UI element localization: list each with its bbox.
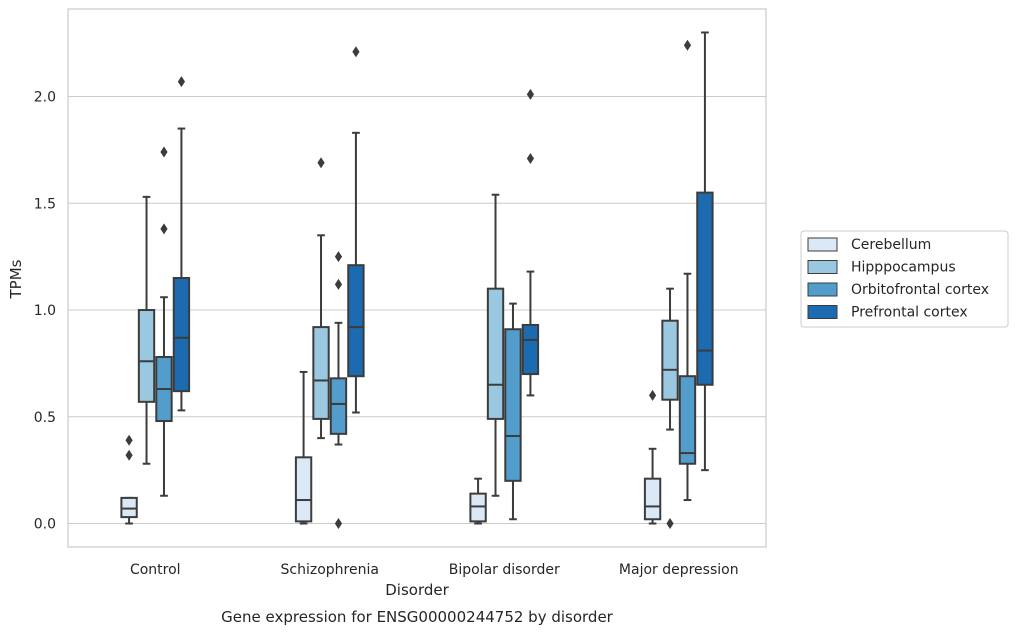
box xyxy=(312,326,330,420)
box xyxy=(696,191,714,386)
plot-frame xyxy=(67,8,767,548)
box xyxy=(486,287,505,420)
legend-swatch xyxy=(807,305,838,319)
box-group xyxy=(137,195,156,465)
outlier-point xyxy=(352,46,360,58)
box-group xyxy=(661,287,679,530)
box-group xyxy=(643,389,662,525)
legend-swatch xyxy=(807,237,838,252)
grid-layer xyxy=(68,96,766,525)
legend-frame xyxy=(800,230,1009,328)
y-tick-label: 1.5 xyxy=(34,196,56,212)
box-group xyxy=(120,434,138,525)
box xyxy=(347,264,365,378)
outlier-point xyxy=(125,449,133,461)
box-group xyxy=(172,76,191,412)
box-layer xyxy=(120,31,714,530)
box xyxy=(504,328,522,482)
outlier-point xyxy=(334,278,343,290)
x-tick-label: Major depression xyxy=(619,562,739,578)
box xyxy=(469,492,487,523)
outlier-point xyxy=(334,251,343,263)
y-tick-label: 0.0 xyxy=(34,517,56,533)
outlier-point xyxy=(160,223,168,235)
box-group xyxy=(347,46,365,414)
box xyxy=(172,277,191,393)
x-tick-labels: Control Schizophrenia Bipolar disorder Majo… xyxy=(130,562,739,578)
outlier-point xyxy=(526,88,535,100)
box xyxy=(120,496,138,519)
box-group xyxy=(329,251,348,530)
legend-label: Cerebellum xyxy=(851,237,931,253)
outlier-point xyxy=(177,76,186,88)
legend-swatch xyxy=(807,282,838,297)
box xyxy=(329,377,348,435)
outlier-point xyxy=(648,389,657,401)
box xyxy=(521,323,540,376)
box xyxy=(643,477,662,521)
box-group xyxy=(696,31,714,472)
outlier-point xyxy=(683,39,692,51)
box-group xyxy=(504,302,522,521)
box xyxy=(678,375,697,465)
y-tick-label: 1.0 xyxy=(34,303,56,319)
outlier-point xyxy=(526,152,535,164)
x-tick-label: Schizophrenia xyxy=(281,562,379,578)
y-tick-labels: 0.0 0.5 1.0 1.5 2.0 xyxy=(34,90,56,533)
box-group xyxy=(155,146,173,497)
outlier-point xyxy=(334,518,343,530)
box xyxy=(294,456,313,523)
x-axis-title: Disorder xyxy=(385,581,449,599)
y-tick-label: 2.0 xyxy=(34,90,56,106)
x-tick-label: Bipolar disorder xyxy=(449,562,560,578)
y-axis-title: TPMs xyxy=(7,259,25,299)
box-group xyxy=(294,370,313,525)
box-group xyxy=(312,157,330,440)
y-tick-label: 0.5 xyxy=(34,410,56,426)
outlier-point xyxy=(666,518,674,530)
outlier-point xyxy=(125,434,133,446)
outlier-point xyxy=(160,146,168,158)
box-group xyxy=(469,477,487,525)
legend: Cerebellum Hipppocampus Orbitofrontal cort… xyxy=(800,230,1009,328)
legend-label: Orbitofrontal cortex xyxy=(851,282,989,298)
box-group xyxy=(521,88,540,397)
legend-swatch xyxy=(807,260,838,274)
legend-label: Hipppocampus xyxy=(851,260,956,276)
chart-caption: Gene expression for ENSG00000244752 by d… xyxy=(221,608,614,626)
box-group xyxy=(486,193,505,497)
box-group xyxy=(678,39,697,502)
outlier-point xyxy=(317,157,325,169)
x-tick-label: Control xyxy=(130,562,181,578)
legend-label: Prefrontal cortex xyxy=(851,305,968,321)
box xyxy=(661,319,679,401)
box xyxy=(137,309,156,403)
